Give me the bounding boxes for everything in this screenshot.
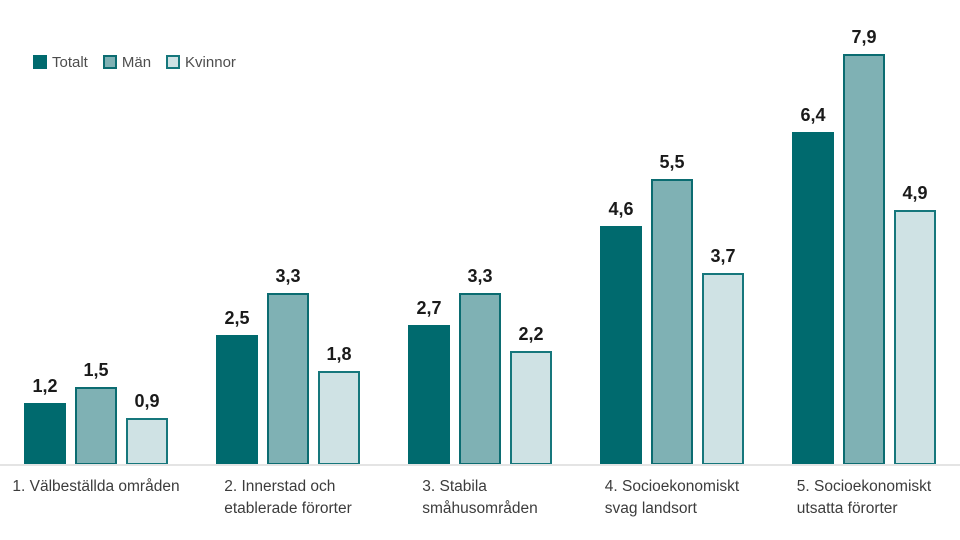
bar-value-label: 1,2 [32,376,58,397]
bar-män [267,293,309,465]
bar-totalt [600,226,642,465]
bar-value-label: 5,5 [659,152,685,173]
category-group-4: 4,6 5,5 3,7 [576,0,768,465]
bar-män [459,293,501,465]
legend-swatch-kvinnor [166,55,181,69]
bar-value-label: 4,6 [608,199,634,220]
bar-kvinnor [126,418,168,465]
category-label-cell: 5. Socioekonomiskt utsatta förorter [768,476,960,520]
category-axis-labels: 1. Välbeställda områden 2. Innerstad och e… [0,476,960,520]
bar-group-item: 3,7 [702,246,744,465]
legend-label: Män [121,54,152,71]
bar-group-item: 4,9 [894,183,936,465]
bar-group-item: 1,8 [318,344,360,465]
bar-group-item: 0,9 [126,391,168,465]
bar-totalt [408,325,450,465]
bar-totalt [24,403,66,465]
category-group-3: 2,7 3,3 2,2 [384,0,576,465]
category-group-5: 6,4 7,9 4,9 [768,0,960,465]
bar-totalt [216,335,258,465]
bar-group-item: 6,4 [792,105,834,465]
bar-kvinnor [702,273,744,465]
bar-group-item: 3,3 [267,266,309,465]
bar-value-label: 2,2 [518,324,544,345]
category-label: 1. Välbeställda områden [12,478,180,495]
bar-kvinnor [510,351,552,465]
category-label: 4. Socioekonomiskt svag landsort [604,478,740,517]
bar-kvinnor [318,371,360,465]
bar-value-label: 2,5 [224,308,250,329]
category-label: 3. Stabila småhusområden [422,478,538,517]
category-label-cell: 3. Stabila småhusområden [384,476,576,520]
category-label-cell: 4. Socioekonomiskt svag landsort [576,476,768,520]
bar-group-item: 2,7 [408,298,450,465]
bar-group-item: 3,3 [459,266,501,465]
chart-legend: Totalt Män Kvinnor [33,54,236,70]
category-label: 5. Socioekonomiskt utsatta förorter [796,478,932,517]
legend-swatch-män [102,55,117,69]
bar-kvinnor [894,210,936,465]
bar-value-label: 7,9 [851,27,877,48]
legend-item-kvinnor: Kvinnor [166,54,236,70]
bar-value-label: 4,9 [902,183,928,204]
bar-value-label: 2,7 [416,298,442,319]
x-axis-line [0,464,960,466]
category-group-2: 2,5 3,3 1,8 [192,0,384,465]
bar-value-label: 3,3 [275,266,301,287]
plot-area: 1,2 1,5 0,9 2,5 3,3 1,8 2,7 3,3 2,2 4,6 5,5 3,7 6,4 7… [24,0,960,465]
category-label: 2. Innerstad och etablerade förorter [224,478,352,517]
bar-group-item: 1,2 [24,376,66,465]
bar-value-label: 1,5 [83,360,109,381]
bar-totalt [792,132,834,465]
bar-group-item: 1,5 [75,360,117,465]
bar-group-item: 4,6 [600,199,642,465]
legend-swatch-totalt [33,55,47,69]
bar-män [651,179,693,465]
legend-label: Totalt [52,54,88,71]
legend-item-män: Män [102,54,152,71]
category-label-cell: 2. Innerstad och etablerade förorter [192,476,384,520]
bar-value-label: 3,7 [710,246,736,267]
bar-value-label: 6,4 [800,105,826,126]
bar-group-item: 5,5 [651,152,693,465]
bar-value-label: 3,3 [467,266,493,287]
bar-group-item: 2,5 [216,308,258,465]
bar-group-item: 7,9 [843,27,885,465]
bar-män [75,387,117,465]
legend-label: Kvinnor [185,54,236,71]
category-label-cell: 1. Välbeställda områden [0,476,192,520]
bar-value-label: 0,9 [134,391,160,412]
bar-group-item: 2,2 [510,324,552,465]
legend-item-totalt: Totalt [33,54,88,70]
bar-value-label: 1,8 [326,344,352,365]
bar-män [843,54,885,465]
